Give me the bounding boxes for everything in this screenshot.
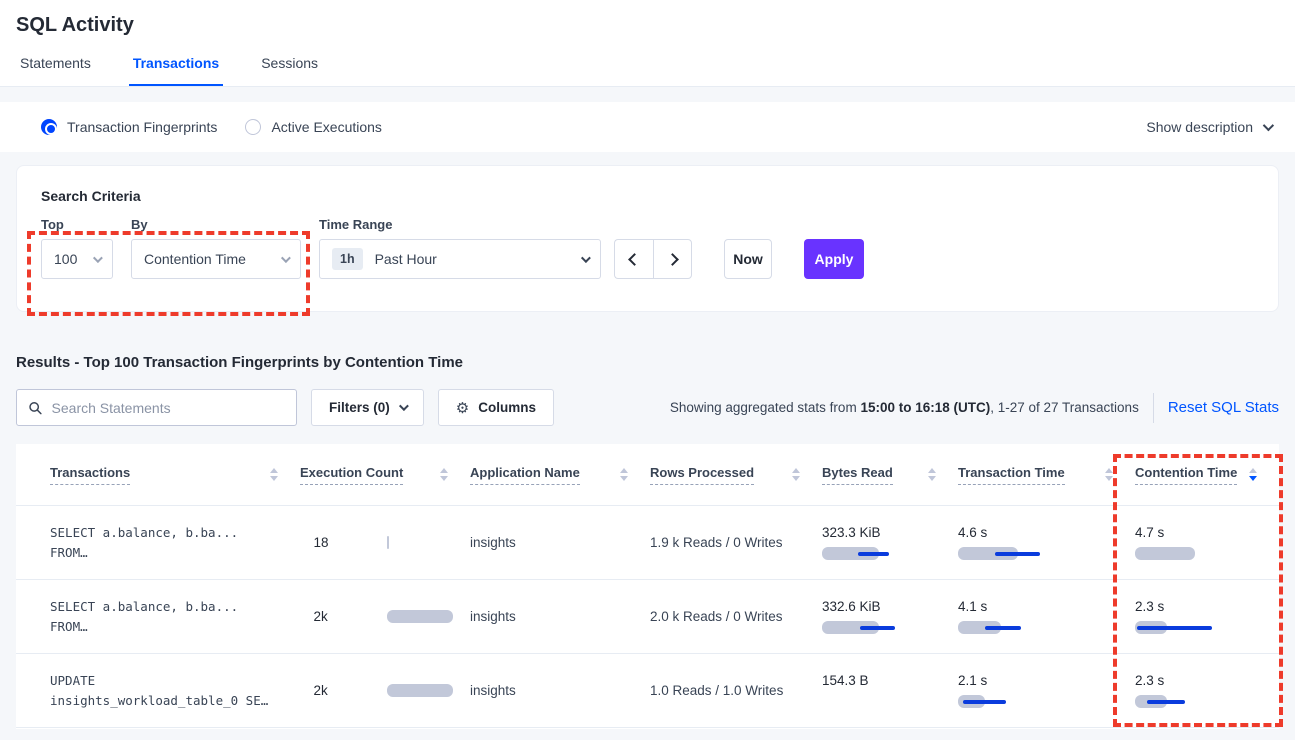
- transaction-time-cell: 2.1 s: [958, 673, 1135, 708]
- header-transaction-time[interactable]: Transaction Time: [958, 465, 1135, 485]
- sort-icon-active[interactable]: [1249, 468, 1257, 481]
- apply-button[interactable]: Apply: [804, 239, 864, 279]
- show-description-toggle[interactable]: Show description: [1146, 119, 1275, 135]
- transaction-fingerprint-link[interactable]: UPDATE insights_workload_table_0 SE…: [50, 672, 269, 708]
- bytes-read-cell: 154.3 B: [822, 673, 869, 688]
- time-range-value: Past Hour: [374, 251, 437, 267]
- time-range-field: Time Range 1h Past Hour: [301, 217, 601, 279]
- contention-time-cell: 4.7 s: [1135, 525, 1279, 560]
- by-select-value: Contention Time: [144, 251, 246, 267]
- contention-time-cell: 2.3 s: [1135, 673, 1279, 708]
- execution-count-cell: 18: [300, 535, 470, 550]
- sort-icon[interactable]: [620, 468, 628, 481]
- radio-label: Active Executions: [271, 119, 382, 135]
- header-rows-processed[interactable]: Rows Processed: [650, 465, 822, 485]
- radio-transaction-fingerprints[interactable]: Transaction Fingerprints: [41, 119, 217, 135]
- sort-icon[interactable]: [792, 468, 800, 481]
- header-bytes-read[interactable]: Bytes Read: [822, 465, 958, 485]
- table-row: SELECT a.balance, b.ba... FROM… 2k insigh…: [16, 580, 1279, 654]
- transaction-fingerprint-link[interactable]: SELECT a.balance, b.ba... FROM…: [50, 524, 239, 560]
- tab-transactions[interactable]: Transactions: [128, 55, 224, 86]
- header-execution-count[interactable]: Execution Count: [300, 465, 470, 485]
- radio-unchecked-icon: [245, 119, 262, 135]
- vertical-divider: [1152, 392, 1154, 423]
- top-select[interactable]: 100: [41, 239, 113, 279]
- sort-icon[interactable]: [440, 468, 448, 481]
- transactions-table: Transactions Execution Count Application…: [16, 444, 1279, 729]
- execution-count-cell: 2k: [300, 609, 470, 624]
- bytes-read-cell: 332.6 KiB: [822, 599, 958, 634]
- filters-button[interactable]: Filters (0): [311, 389, 424, 426]
- time-range-select[interactable]: 1h Past Hour: [319, 239, 601, 279]
- chevron-down-icon: [398, 401, 409, 412]
- columns-button[interactable]: ⚙ Columns: [437, 389, 554, 426]
- chevron-down-icon: [1262, 119, 1275, 132]
- transaction-time-cell: 4.6 s: [958, 525, 1135, 560]
- sort-icon[interactable]: [270, 468, 278, 481]
- tab-bar: Statements Transactions Sessions: [16, 55, 1279, 86]
- table-row: UPDATE insights_workload_table_0 SE… 2k i…: [16, 654, 1279, 728]
- top-field-label: Top: [41, 217, 64, 232]
- columns-label: Columns: [478, 400, 536, 415]
- time-prev-button[interactable]: [614, 239, 653, 279]
- sort-icon[interactable]: [928, 468, 936, 481]
- view-toggle-bar: Transaction Fingerprints Active Executio…: [0, 102, 1295, 152]
- top-field: Top 100: [41, 217, 113, 279]
- sort-icon[interactable]: [1105, 468, 1113, 481]
- by-field-label: By: [131, 217, 148, 232]
- search-icon: [29, 401, 42, 414]
- reset-sql-stats-link[interactable]: Reset SQL Stats: [1167, 399, 1279, 416]
- search-statements-input[interactable]: [51, 399, 285, 416]
- radio-checked-icon: [41, 119, 57, 135]
- header-application-name[interactable]: Application Name: [470, 465, 650, 485]
- rows-processed-cell: 1.9 k Reads / 0 Writes: [650, 535, 783, 550]
- radio-label: Transaction Fingerprints: [67, 119, 218, 135]
- rows-processed-cell: 2.0 k Reads / 0 Writes: [650, 609, 783, 624]
- by-field: By Contention Time: [113, 217, 301, 279]
- top-select-value: 100: [54, 251, 78, 267]
- filters-label: Filters (0): [329, 400, 390, 415]
- header-transactions[interactable]: Transactions: [50, 465, 300, 485]
- tab-statements[interactable]: Statements: [20, 55, 91, 71]
- page-title: SQL Activity: [16, 14, 134, 36]
- aggregated-stats-text: Showing aggregated stats from 15:00 to 1…: [669, 400, 1139, 415]
- application-name-cell: insights: [470, 609, 516, 624]
- transaction-fingerprint-link[interactable]: SELECT a.balance, b.ba... FROM…: [50, 598, 239, 634]
- page-header: SQL Activity Statements Transactions Ses…: [0, 0, 1295, 87]
- chevron-right-icon: [666, 252, 679, 266]
- search-statements-box[interactable]: [16, 389, 297, 426]
- show-description-label: Show description: [1146, 119, 1253, 135]
- table-row: SELECT a.balance, b.ba... FROM… 18 insigh…: [16, 506, 1279, 580]
- contention-time-cell: 2.3 s: [1135, 599, 1279, 634]
- chevron-left-icon: [627, 252, 641, 266]
- rows-processed-cell: 1.0 Reads / 1.0 Writes: [650, 683, 784, 698]
- gear-icon: ⚙: [455, 399, 470, 417]
- chevron-down-icon: [580, 252, 591, 263]
- by-select[interactable]: Contention Time: [131, 239, 301, 279]
- time-range-label: Time Range: [319, 217, 393, 232]
- chevron-down-icon: [92, 252, 103, 263]
- bytes-read-cell: 323.3 KiB: [822, 525, 958, 560]
- application-name-cell: insights: [470, 535, 516, 550]
- execution-count-cell: 2k: [300, 683, 470, 698]
- tab-sessions[interactable]: Sessions: [261, 55, 319, 71]
- header-contention-time[interactable]: Contention Time: [1135, 465, 1279, 485]
- chevron-down-icon: [280, 252, 291, 263]
- search-criteria-fields: Top 100 By Contention Time Time Range 1h…: [41, 217, 1254, 279]
- transaction-time-cell: 4.1 s: [958, 599, 1135, 634]
- time-range-badge: 1h: [332, 248, 363, 270]
- results-toolbar: Filters (0) ⚙ Columns Showing aggregated…: [16, 389, 1279, 426]
- results-heading: Results - Top 100 Transaction Fingerprin…: [16, 354, 464, 371]
- radio-active-executions[interactable]: Active Executions: [245, 119, 382, 135]
- search-criteria-card: Search Criteria Top 100 By Contention Ti…: [16, 165, 1279, 312]
- search-criteria-title: Search Criteria: [41, 188, 141, 204]
- time-nav-group: [614, 239, 692, 279]
- table-header-row: Transactions Execution Count Application…: [16, 444, 1279, 506]
- now-button[interactable]: Now: [724, 239, 772, 279]
- application-name-cell: insights: [470, 683, 516, 698]
- time-next-button[interactable]: [653, 239, 692, 279]
